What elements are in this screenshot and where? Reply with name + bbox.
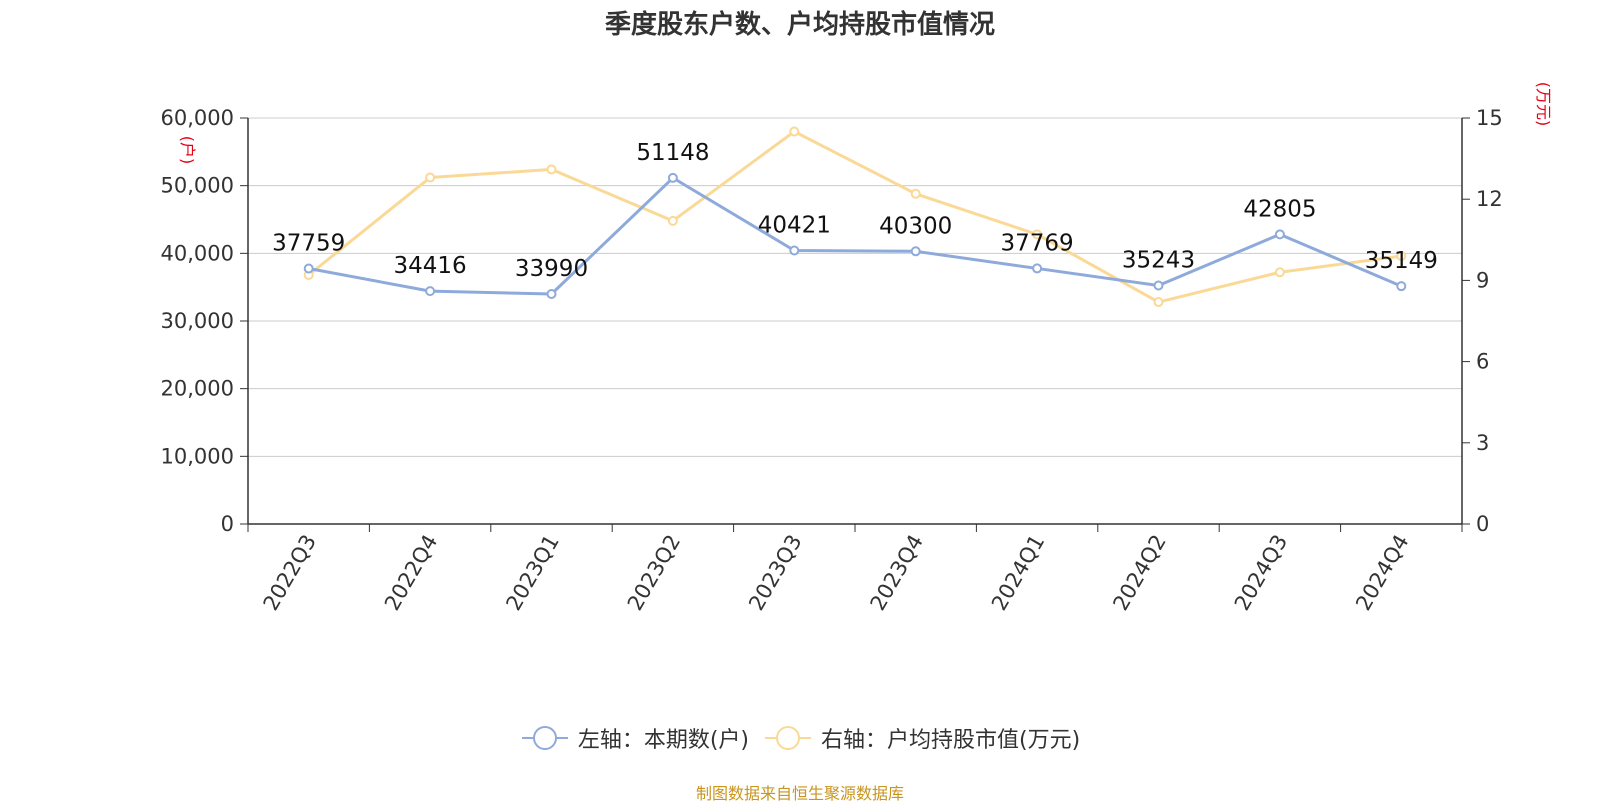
grid-lines xyxy=(248,117,1462,457)
right-axis-tick-label: 3 xyxy=(1476,431,1489,455)
data-label: 34416 xyxy=(394,253,467,279)
x-axis-tick-label: 2024Q4 xyxy=(1351,531,1413,615)
data-point-right xyxy=(1396,251,1407,262)
data-label: 35243 xyxy=(1122,248,1195,274)
x-axis-tick-label: 2024Q1 xyxy=(987,531,1049,615)
data-point-left xyxy=(546,289,557,300)
x-axis-tick-label: 2023Q3 xyxy=(744,531,806,615)
data-point-right xyxy=(1153,297,1164,308)
data-point-left xyxy=(910,246,921,257)
data-point-left xyxy=(1274,229,1285,240)
x-axis-tick-label: 2022Q4 xyxy=(380,531,442,615)
right-axis-tick-label: 9 xyxy=(1476,268,1489,292)
data-point-left xyxy=(425,286,436,297)
data-point-right xyxy=(667,215,678,226)
data-point-right xyxy=(1274,267,1285,278)
legend-item-left-series[interactable]: 左轴：本期数(户) xyxy=(520,722,749,754)
legend-symbol-right-series xyxy=(765,726,811,750)
legend: 左轴：本期数(户) 右轴：户均持股市值(万元) xyxy=(0,722,1600,754)
data-point-right xyxy=(910,188,921,199)
right-axis-tick-label: 15 xyxy=(1476,106,1503,130)
data-labels: 37759 34416 33990 51148 40421 40300 37769 35243… xyxy=(272,140,1438,282)
data-point-right xyxy=(425,172,436,183)
series xyxy=(303,126,1407,308)
data-point-left xyxy=(303,263,314,274)
data-label: 37769 xyxy=(1001,230,1074,256)
x-axis-tick-label: 2023Q2 xyxy=(623,531,685,615)
legend-item-right-series[interactable]: 右轴：户均持股市值(万元) xyxy=(763,722,1080,754)
left-axis-tick-label: 40,000 xyxy=(161,241,234,265)
left-axis-unit-label: (户) xyxy=(178,136,197,165)
x-axis-tick-label: 2023Q1 xyxy=(501,531,563,615)
data-label: 35149 xyxy=(1365,248,1438,274)
legend-label-left-series: 左轴：本期数(户) xyxy=(577,728,749,753)
x-axis-tick-label: 2024Q2 xyxy=(1108,531,1170,615)
data-label: 40421 xyxy=(758,212,831,238)
data-label: 40300 xyxy=(879,213,952,239)
left-axis-tick-label: 20,000 xyxy=(161,377,234,401)
data-label: 37759 xyxy=(272,230,345,256)
line-chart: 0 10,000 20,000 30,000 40,000 50,000 60,000 0 3 6… xyxy=(161,82,1553,615)
data-label: 51148 xyxy=(636,140,709,166)
data-point-left xyxy=(789,245,800,256)
left-axis-tick-label: 60,000 xyxy=(161,106,234,130)
series-line-left xyxy=(308,176,1402,296)
legend-symbol-left-series xyxy=(521,726,568,750)
data-point-right xyxy=(546,164,557,175)
x-axis-tick-label: 2022Q3 xyxy=(259,531,321,615)
data-point-left xyxy=(1153,280,1164,291)
data-point-right xyxy=(1032,229,1043,240)
x-axis-tick-label: 2024Q3 xyxy=(1230,531,1292,615)
right-axis-tick-label: 6 xyxy=(1476,350,1489,374)
data-point-left xyxy=(1032,263,1043,274)
series-line-right xyxy=(307,130,1402,304)
left-axis-tick-label: 0 xyxy=(221,512,234,536)
data-point-left xyxy=(1396,281,1407,292)
right-axis-tick-label: 12 xyxy=(1476,187,1503,211)
data-label: 42805 xyxy=(1243,196,1316,222)
chart-title: 季度股东户数、户均持股市值情况 xyxy=(604,10,995,40)
data-label: 33990 xyxy=(515,256,588,282)
x-axis-tick-label: 2023Q4 xyxy=(866,531,928,615)
left-axis-tick-label: 10,000 xyxy=(161,444,234,468)
data-point-left xyxy=(667,172,678,183)
source-note: 制图数据来自恒生聚源数据库 xyxy=(695,784,904,803)
left-axis-tick-label: 50,000 xyxy=(161,174,234,198)
right-axis-tick-label: 0 xyxy=(1476,512,1489,536)
left-axis-tick-label: 30,000 xyxy=(161,309,234,333)
legend-label-right-series: 右轴：户均持股市值(万元) xyxy=(821,728,1081,753)
data-point-right xyxy=(789,126,800,137)
axes: 0 10,000 20,000 30,000 40,000 50,000 60,000 0 3 6… xyxy=(161,82,1553,615)
right-axis-unit-label: (万元) xyxy=(1534,82,1553,127)
